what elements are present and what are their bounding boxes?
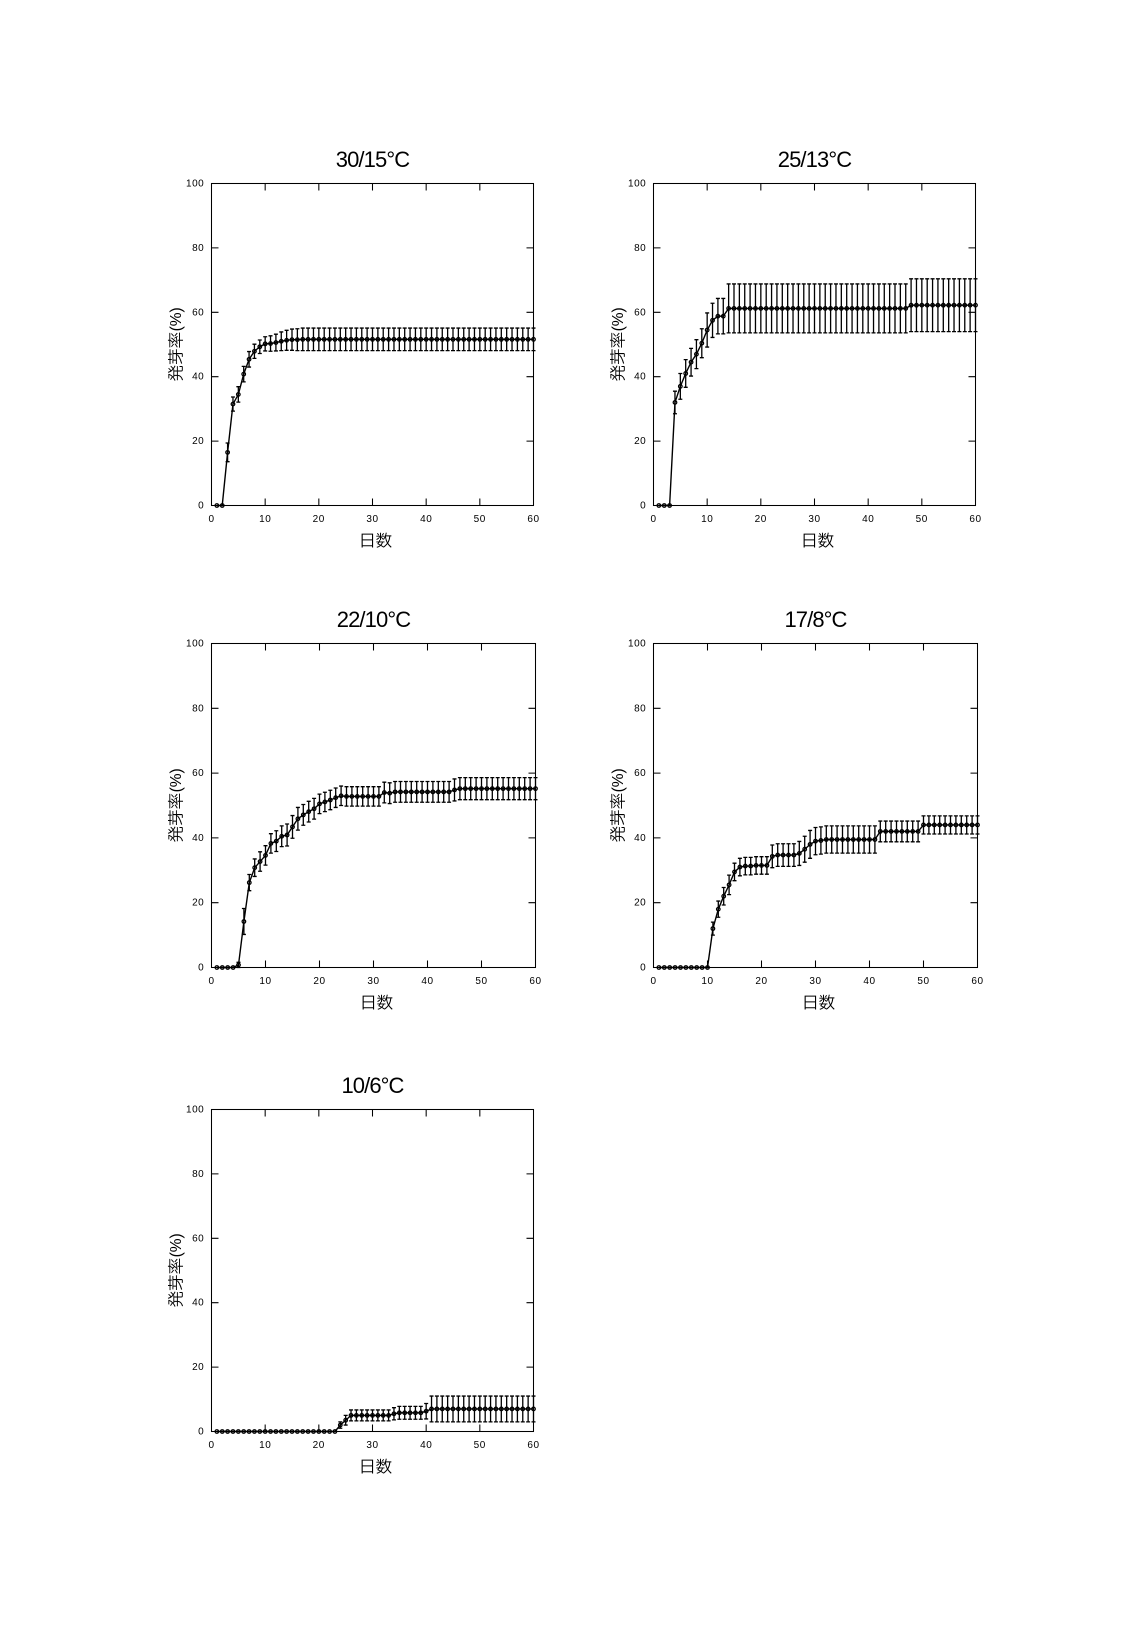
svg-text:30: 30 (809, 976, 821, 987)
svg-text:10: 10 (259, 976, 271, 987)
svg-text:60: 60 (527, 1440, 539, 1451)
svg-text:20: 20 (313, 1440, 325, 1451)
svg-text:50: 50 (917, 976, 929, 987)
svg-text:100: 100 (186, 179, 204, 190)
svg-text:30: 30 (808, 514, 820, 525)
svg-text:60: 60 (192, 307, 204, 318)
svg-text:40: 40 (192, 1298, 204, 1309)
svg-text:80: 80 (634, 243, 646, 254)
svg-text:0: 0 (650, 976, 656, 987)
svg-text:0: 0 (198, 501, 204, 512)
svg-text:0: 0 (208, 514, 214, 525)
svg-text:20: 20 (634, 436, 646, 447)
svg-text:60: 60 (634, 307, 646, 318)
svg-text:60: 60 (969, 514, 981, 525)
svg-text:60: 60 (192, 1233, 204, 1244)
svg-text:50: 50 (475, 976, 487, 987)
svg-text:40: 40 (420, 514, 432, 525)
svg-text:0: 0 (640, 963, 646, 974)
svg-text:20: 20 (192, 898, 204, 909)
svg-text:40: 40 (192, 833, 204, 844)
svg-text:80: 80 (192, 243, 204, 254)
svg-text:20: 20 (313, 514, 325, 525)
svg-text:0: 0 (650, 514, 656, 525)
svg-text:25/13°C: 25/13°C (778, 147, 852, 172)
svg-text:10: 10 (259, 514, 271, 525)
svg-text:60: 60 (529, 976, 541, 987)
svg-text:20: 20 (755, 514, 767, 525)
svg-text:60: 60 (634, 768, 646, 779)
svg-text:20: 20 (192, 1362, 204, 1373)
svg-text:80: 80 (192, 1169, 204, 1180)
svg-text:0: 0 (208, 1440, 214, 1451)
svg-text:0: 0 (208, 976, 214, 987)
svg-text:40: 40 (634, 833, 646, 844)
svg-text:40: 40 (420, 1440, 432, 1451)
svg-text:60: 60 (192, 768, 204, 779)
svg-text:20: 20 (634, 898, 646, 909)
svg-text:100: 100 (186, 1105, 204, 1116)
svg-text:100: 100 (628, 179, 646, 190)
svg-text:0: 0 (640, 501, 646, 512)
svg-text:10: 10 (701, 976, 713, 987)
svg-text:100: 100 (186, 639, 204, 650)
svg-text:40: 40 (634, 372, 646, 383)
svg-text:50: 50 (916, 514, 928, 525)
svg-text:60: 60 (527, 514, 539, 525)
svg-text:80: 80 (634, 703, 646, 714)
svg-text:10/6°C: 10/6°C (341, 1073, 404, 1098)
svg-text:20: 20 (313, 976, 325, 987)
svg-text:30: 30 (367, 976, 379, 987)
svg-text:0: 0 (198, 1427, 204, 1438)
svg-text:20: 20 (755, 976, 767, 987)
svg-text:80: 80 (192, 703, 204, 714)
svg-text:22/10°C: 22/10°C (337, 607, 411, 632)
svg-text:40: 40 (863, 976, 875, 987)
svg-text:40: 40 (862, 514, 874, 525)
svg-text:60: 60 (971, 976, 983, 987)
svg-text:30: 30 (366, 1440, 378, 1451)
svg-text:50: 50 (474, 514, 486, 525)
svg-text:30/15°C: 30/15°C (336, 147, 410, 172)
svg-text:0: 0 (198, 963, 204, 974)
svg-text:40: 40 (421, 976, 433, 987)
svg-text:17/8°C: 17/8°C (784, 607, 847, 632)
svg-text:50: 50 (474, 1440, 486, 1451)
svg-text:10: 10 (701, 514, 713, 525)
svg-text:100: 100 (628, 639, 646, 650)
svg-text:30: 30 (366, 514, 378, 525)
svg-text:10: 10 (259, 1440, 271, 1451)
svg-text:20: 20 (192, 436, 204, 447)
svg-text:40: 40 (192, 372, 204, 383)
